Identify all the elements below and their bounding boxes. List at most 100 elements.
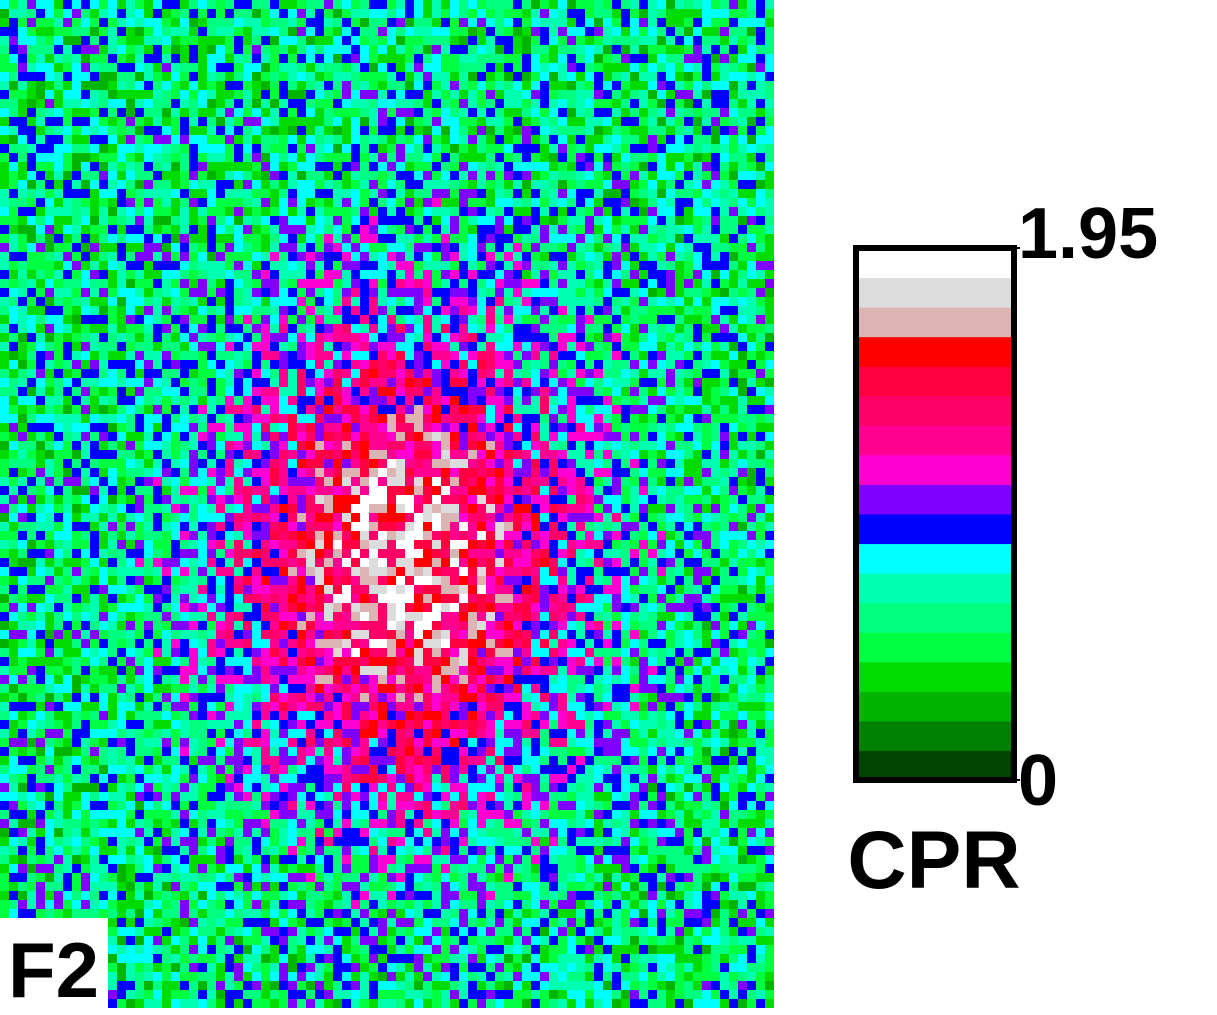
heatmap-cell <box>198 477 207 486</box>
heatmap-cell <box>495 297 504 306</box>
heatmap-cell <box>117 450 126 459</box>
heatmap-cell <box>72 81 81 90</box>
heatmap-cell <box>648 225 657 234</box>
heatmap-cell <box>243 36 252 45</box>
heatmap-cell <box>351 90 360 99</box>
heatmap-cell <box>360 108 369 117</box>
heatmap-cell <box>126 225 135 234</box>
heatmap-cell <box>180 369 189 378</box>
heatmap-cell <box>261 180 270 189</box>
heatmap-cell <box>684 252 693 261</box>
heatmap-cell <box>342 486 351 495</box>
heatmap-cell <box>252 99 261 108</box>
heatmap-cell <box>558 297 567 306</box>
heatmap-cell <box>306 180 315 189</box>
heatmap-cell <box>738 261 747 270</box>
heatmap-cell <box>648 207 657 216</box>
heatmap-cell <box>441 477 450 486</box>
heatmap-cell <box>72 117 81 126</box>
heatmap-cell <box>90 261 99 270</box>
heatmap-cell <box>459 297 468 306</box>
heatmap-cell <box>99 270 108 279</box>
heatmap-cell <box>747 0 756 9</box>
heatmap-cell <box>639 270 648 279</box>
heatmap-cell <box>36 333 45 342</box>
heatmap-cell <box>126 279 135 288</box>
heatmap-cell <box>729 495 738 504</box>
heatmap-cell <box>27 297 36 306</box>
heatmap-cell <box>477 369 486 378</box>
heatmap-cell <box>513 252 522 261</box>
heatmap-cell <box>441 243 450 252</box>
heatmap-cell <box>333 441 342 450</box>
heatmap-cell <box>153 360 162 369</box>
heatmap-cell <box>396 54 405 63</box>
heatmap-cell <box>468 225 477 234</box>
heatmap-cell <box>585 198 594 207</box>
heatmap-cell <box>63 459 72 468</box>
heatmap-cell <box>405 207 414 216</box>
heatmap-cell <box>450 207 459 216</box>
heatmap-cell <box>720 315 729 324</box>
heatmap-cell <box>126 342 135 351</box>
heatmap-cell <box>189 387 198 396</box>
heatmap-cell <box>135 324 144 333</box>
heatmap-cell <box>45 297 54 306</box>
heatmap-cell <box>135 513 144 522</box>
heatmap-cell <box>747 513 756 522</box>
heatmap-cell <box>468 450 477 459</box>
heatmap-cell <box>198 270 207 279</box>
heatmap-cell <box>216 369 225 378</box>
heatmap-cell <box>117 261 126 270</box>
heatmap-cell <box>351 162 360 171</box>
heatmap-cell <box>657 333 666 342</box>
heatmap-cell <box>585 117 594 126</box>
heatmap-cell <box>405 351 414 360</box>
heatmap-cell <box>369 90 378 99</box>
heatmap-cell <box>18 234 27 243</box>
heatmap-cell <box>117 189 126 198</box>
heatmap-cell <box>459 108 468 117</box>
heatmap-cell <box>333 432 342 441</box>
heatmap-cell <box>270 261 279 270</box>
heatmap-cell <box>180 378 189 387</box>
heatmap-cell <box>666 288 675 297</box>
heatmap-cell <box>504 441 513 450</box>
heatmap-cell <box>45 216 54 225</box>
heatmap-cell <box>369 423 378 432</box>
heatmap-cell <box>504 162 513 171</box>
heatmap-cell <box>387 378 396 387</box>
heatmap-cell <box>234 306 243 315</box>
heatmap-cell <box>153 333 162 342</box>
heatmap-cell <box>747 27 756 36</box>
heatmap-cell <box>54 180 63 189</box>
heatmap-cell <box>135 486 144 495</box>
heatmap-cell <box>414 441 423 450</box>
heatmap-cell <box>45 396 54 405</box>
heatmap-cell <box>252 252 261 261</box>
heatmap-cell <box>639 171 648 180</box>
heatmap-cell <box>495 108 504 117</box>
heatmap-cell <box>477 243 486 252</box>
heatmap-cell <box>558 162 567 171</box>
heatmap-cell <box>0 216 9 225</box>
heatmap-cell <box>189 504 198 513</box>
heatmap-cell <box>459 63 468 72</box>
heatmap-cell <box>18 360 27 369</box>
heatmap-cell <box>342 423 351 432</box>
heatmap-cell <box>702 261 711 270</box>
heatmap-cell <box>441 9 450 18</box>
heatmap-cell <box>459 387 468 396</box>
heatmap-cell <box>522 243 531 252</box>
heatmap-cell <box>558 252 567 261</box>
heatmap-cell <box>63 63 72 72</box>
heatmap-cell <box>108 396 117 405</box>
heatmap-cell <box>396 378 405 387</box>
heatmap-cell <box>477 306 486 315</box>
heatmap-cell <box>549 450 558 459</box>
heatmap-cell <box>747 324 756 333</box>
heatmap-cell <box>279 288 288 297</box>
heatmap-cell <box>396 495 405 504</box>
heatmap-cell <box>423 216 432 225</box>
heatmap-cell <box>693 441 702 450</box>
